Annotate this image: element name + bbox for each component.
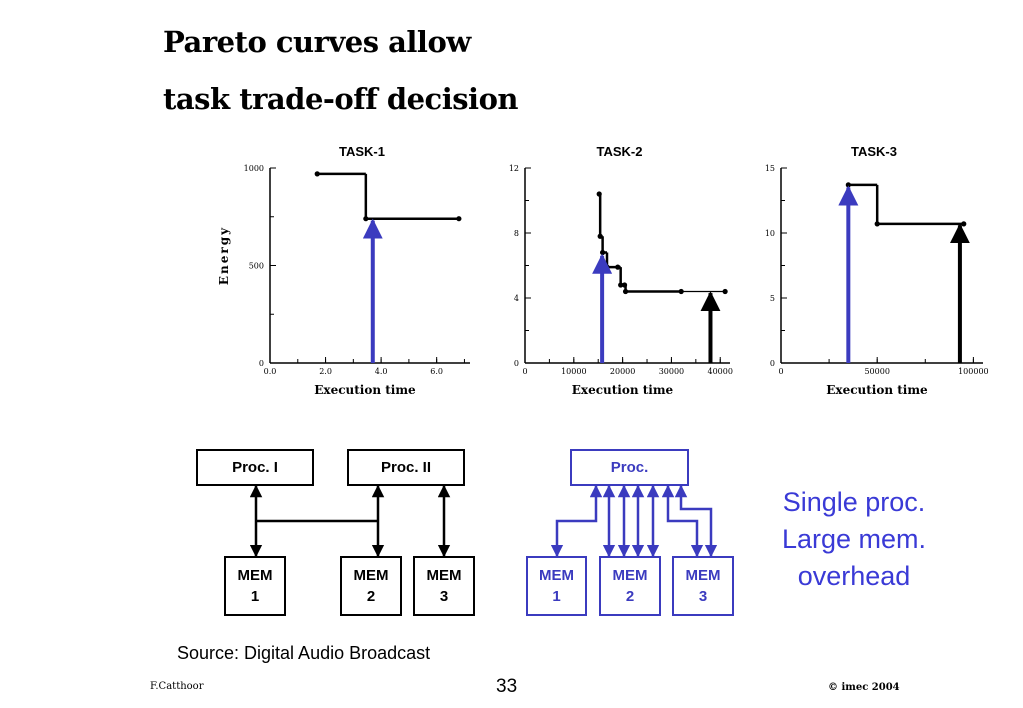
pareto-point — [622, 288, 629, 295]
y-tick-label: 500 — [249, 262, 264, 271]
slide-title-line-2: task trade-off decision — [163, 82, 519, 116]
y-tick-label: 15 — [765, 164, 775, 173]
x-axis-label: Execution time — [314, 383, 416, 397]
pareto-point — [597, 233, 603, 239]
chart-title: TASK-1 — [339, 144, 385, 159]
y-tick-label: 8 — [514, 229, 519, 238]
proc-2-box: Proc. II — [347, 449, 465, 486]
pareto-point — [722, 288, 728, 295]
pareto-point — [874, 221, 880, 227]
pareto-point — [596, 191, 602, 197]
pareto-point — [678, 288, 684, 295]
x-tick-label: 2.0 — [319, 367, 332, 376]
x-tick-label: 50000 — [864, 367, 889, 376]
single-proc-note: Single proc. Large mem. overhead — [760, 484, 948, 595]
proc-1-box: Proc. I — [196, 449, 314, 486]
note-line-2: Large mem. — [781, 524, 927, 554]
x-tick-label: 6.0 — [430, 367, 443, 376]
chart-task-3: TASK-3 0 50000 100000 0 5 10 15 Execution time — [765, 144, 989, 397]
x-tick-label: 30000 — [659, 367, 684, 376]
proc-mem3-link-a — [661, 484, 704, 558]
x-tick-label: 40000 — [708, 367, 733, 376]
y-tick-label: 5 — [770, 294, 775, 303]
chart-task-2: TASK-2 0 10000 20000 30000 40000 0 4 8 12 Executio… — [509, 144, 733, 397]
pareto-point — [961, 221, 967, 227]
x-axis-label: Execution time — [826, 383, 928, 397]
pareto-point — [363, 216, 369, 222]
x-tick-label: 100000 — [958, 367, 989, 376]
pareto-point — [600, 249, 606, 256]
x-tick-label: 0 — [778, 367, 783, 376]
x-tick-label: 0 — [522, 367, 527, 376]
y-tick-label: 0 — [770, 359, 775, 368]
proc-mem1-link-a — [550, 484, 603, 558]
slide-title: Pareto curves allow task trade-off decis… — [163, 14, 519, 128]
pareto-point — [845, 182, 851, 188]
right-mem-1-box: MEM 1 — [526, 556, 587, 616]
source-caption: Source: Digital Audio Broadcast — [177, 643, 431, 663]
y-tick-label: 4 — [514, 294, 519, 303]
right-diagram-connectors — [550, 484, 718, 558]
pareto-point — [604, 264, 610, 270]
note-line-1: Single proc. — [782, 487, 926, 517]
chart-title: TASK-3 — [851, 144, 897, 159]
x-tick-label: 0.0 — [264, 367, 277, 376]
mem-2-box: MEM 2 — [340, 556, 402, 616]
pareto-point — [618, 282, 624, 288]
copyright-footer: © imec 2004 — [828, 682, 900, 693]
x-tick-label: 4.0 — [375, 367, 388, 376]
proc-box: Proc. — [570, 449, 689, 486]
y-tick-label: 0 — [259, 359, 264, 368]
pareto-point — [456, 216, 462, 222]
right-mem-3-box: MEM 3 — [672, 556, 734, 616]
x-tick-label: 20000 — [610, 367, 635, 376]
x-tick-label: 10000 — [561, 367, 586, 376]
chart-title: TASK-2 — [597, 144, 643, 159]
right-mem-2-box: MEM 2 — [599, 556, 661, 616]
y-tick-label: 0 — [514, 359, 519, 368]
y-tick-label: 10 — [765, 229, 775, 238]
mem-3-box: MEM 3 — [413, 556, 475, 616]
mem-1-box: MEM 1 — [224, 556, 286, 616]
y-tick-label: 1000 — [244, 164, 264, 173]
author-footer: F.Catthoor — [150, 681, 204, 692]
pareto-point — [615, 264, 621, 270]
proc-mem3-link-b — [674, 484, 718, 558]
page-number: 33 — [496, 676, 518, 697]
x-axis-label: Execution time — [572, 383, 674, 397]
pareto-point — [621, 282, 628, 288]
pareto-point — [314, 171, 320, 177]
chart-task-1: TASK-1 0.0 2.0 4.0 6.0 0 500 1000 Execution time… — [217, 144, 470, 397]
y-tick-label: 12 — [509, 164, 519, 173]
slide-title-line-1: Pareto curves allow — [163, 25, 471, 59]
left-diagram-connectors — [249, 484, 451, 558]
y-axis-label: Energy — [217, 226, 231, 285]
note-line-3: overhead — [797, 561, 911, 591]
